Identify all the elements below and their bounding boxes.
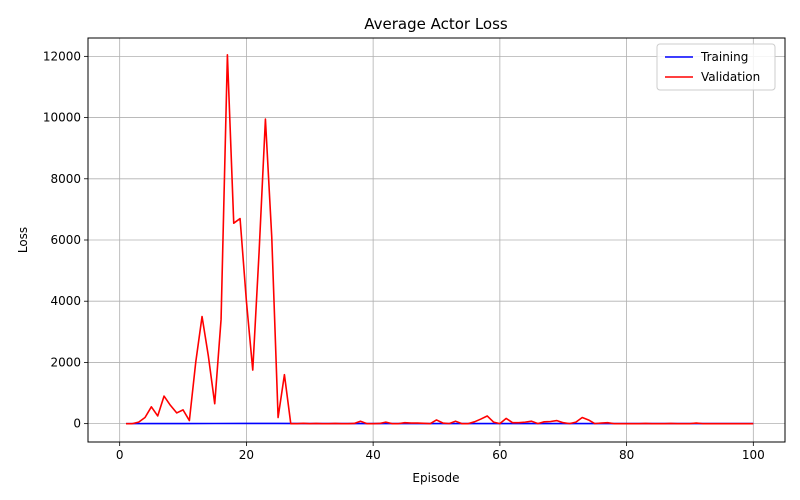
x-axis-ticks: 0 20 40 60 80 100 [116, 442, 765, 462]
x-tick-label: 80 [619, 448, 634, 462]
y-axis-ticks: 0 2000 4000 6000 8000 10000 12000 [43, 49, 88, 431]
y-axis-label: Loss [16, 227, 30, 253]
x-tick-label: 20 [239, 448, 254, 462]
y-tick-label: 2000 [50, 355, 81, 369]
legend-box [656, 43, 776, 91]
x-tick-label: 0 [116, 448, 124, 462]
y-tick-label: 12000 [43, 49, 81, 63]
y-tick-label: 8000 [50, 172, 81, 186]
x-tick-label: 60 [492, 448, 507, 462]
y-tick-label: 0 [73, 417, 81, 431]
series-lines [126, 54, 754, 425]
legend: Training Validation [656, 43, 776, 91]
x-tick-label: 40 [365, 448, 380, 462]
chart-title: Average Actor Loss [364, 15, 508, 33]
y-tick-label: 6000 [50, 233, 81, 247]
series-line-validation [126, 54, 754, 425]
y-tick-label: 4000 [50, 294, 81, 308]
grid [88, 38, 785, 442]
legend-label-validation: Validation [701, 70, 760, 84]
y-tick-label: 10000 [43, 111, 81, 125]
x-axis-label: Episode [412, 471, 459, 485]
legend-label-training: Training [700, 50, 748, 64]
x-tick-label: 100 [742, 448, 765, 462]
